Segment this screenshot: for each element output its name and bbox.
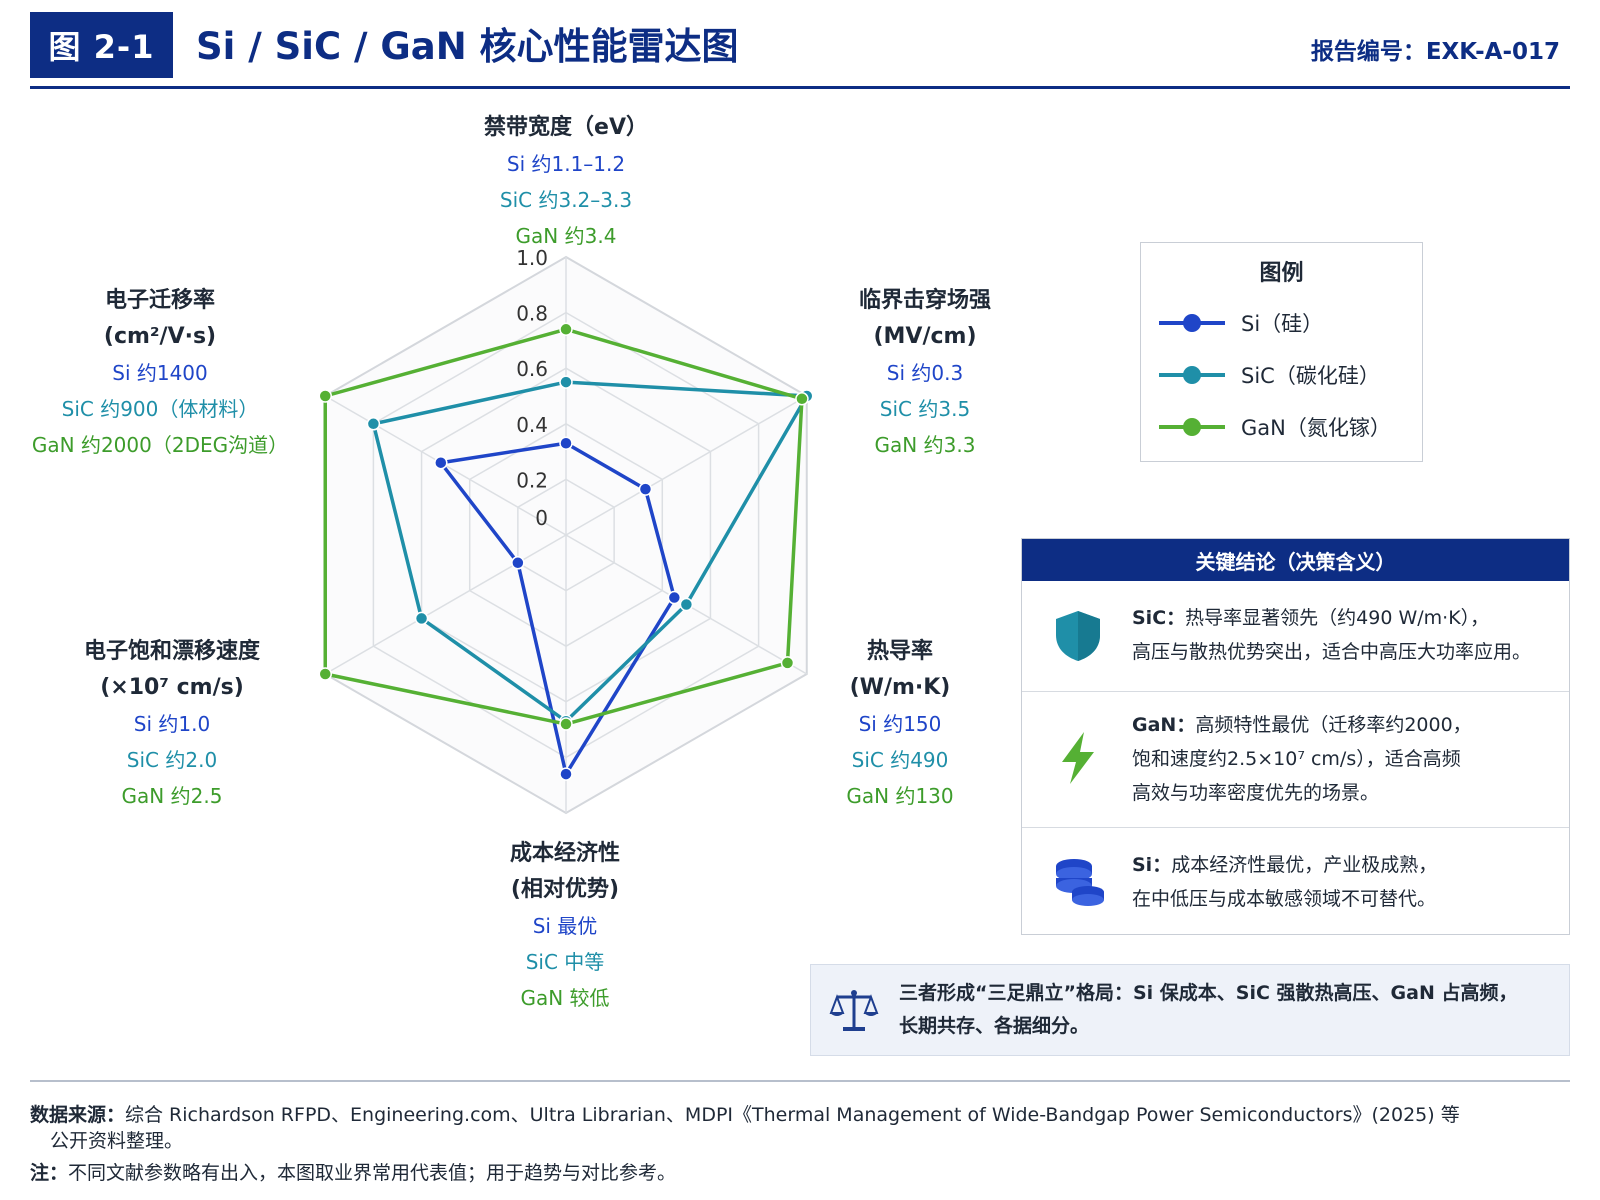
conclusion-text: GaN：高频特性最优（迁移率约2000， 饱和速度约2.5×10⁷ cm/s），… — [1132, 714, 1472, 804]
radial-tick-label: 0.4 — [516, 413, 548, 437]
series-point — [511, 556, 525, 570]
legend-swatch-gan — [1159, 417, 1225, 437]
header-divider — [30, 86, 1570, 89]
axis-value-gan: GaN 约3.4 — [515, 224, 617, 248]
axis-label-bandgap: 禁带宽度（eV） Si 约1.1–1.2 SiC 约3.2–3.3 GaN 约3… — [484, 110, 648, 254]
page-title: Si / SiC / GaN 核心性能雷达图 — [196, 25, 739, 68]
radar-spoke — [324, 534, 567, 675]
radar-ticks: 0 0.2 0.4 0.6 0.8 1.0 — [516, 246, 548, 530]
series-point — [366, 417, 381, 431]
axis-value-gan: GaN 较低 — [520, 986, 610, 1010]
axis-value-si: Si 约0.3 — [886, 361, 964, 385]
data-source-cont: 公开资料整理。 — [50, 1130, 184, 1152]
legend-swatch-si — [1159, 313, 1225, 333]
series-point — [414, 611, 429, 626]
conclusion-gan: GaN：高频特性最优（迁移率约2000， 饱和速度约2.5×10⁷ cm/s），… — [1022, 691, 1569, 827]
summary-box: 三者形成“三足鼎立”格局：Si 保成本、SiC 强散热高压、GaN 占高频， 长… — [810, 964, 1570, 1056]
series-point — [638, 482, 653, 496]
shield-icon — [1056, 611, 1100, 661]
radar-chart: 0 0.2 0.4 0.6 0.8 1.0 — [318, 246, 814, 815]
report-number: 报告编号：EXK-A-017 — [1310, 39, 1560, 65]
series-point — [559, 322, 573, 337]
legend-label: SiC（碳化硅） — [1241, 364, 1380, 388]
axis-label-thermal-conductivity: 热导率 (W/m·K) Si 约150 SiC 约490 GaN 约130 — [846, 634, 953, 814]
axis-unit: (MV/cm) — [873, 324, 977, 349]
figure-label: 图 2-1 — [30, 12, 173, 78]
series-point — [679, 597, 694, 612]
data-source: 数据来源：综合 Richardson RFPD、Engineering.com、… — [30, 1104, 1460, 1126]
legend-swatch-sic — [1159, 365, 1225, 385]
series-point — [667, 590, 682, 605]
radar-series — [318, 322, 814, 781]
series-point — [795, 392, 809, 406]
legend-item-sic: SiC（碳化硅） — [1159, 360, 1380, 390]
radial-tick-label: 0.8 — [516, 302, 548, 326]
series-point — [434, 455, 448, 470]
axis-title: 成本经济性 — [509, 841, 621, 866]
axis-value-sic: SiC 中等 — [525, 950, 605, 974]
radial-tick-label: 0 — [535, 506, 548, 530]
axis-label-saturation-velocity: 电子饱和漂移速度 (×10⁷ cm/s) Si 约1.0 SiC 约2.0 Ga… — [84, 634, 260, 814]
axis-unit: (×10⁷ cm/s) — [100, 675, 244, 700]
legend-item-si: Si（硅） — [1159, 308, 1323, 338]
axis-value-sic: SiC 约3.5 — [879, 397, 971, 421]
axis-value-si: Si 约1.1–1.2 — [506, 152, 626, 176]
legend-title: 图例 — [1259, 261, 1304, 286]
axis-value-sic: SiC 约900（体材料） — [61, 397, 259, 421]
radial-tick-label: 0.2 — [516, 468, 548, 492]
legend-item-gan: GaN（氮化镓） — [1159, 412, 1391, 442]
axis-value-sic: SiC 约2.0 — [126, 748, 218, 772]
series-point — [780, 656, 795, 670]
series-point — [559, 767, 573, 781]
balance-scale-icon — [829, 990, 879, 1031]
legend-label: GaN（氮化镓） — [1241, 416, 1391, 440]
axis-unit: (cm²/V·s) — [103, 324, 217, 349]
radial-tick-label: 1.0 — [516, 246, 548, 270]
axis-value-gan: GaN 约2000（2DEG沟道） — [31, 433, 289, 457]
series-point — [559, 717, 573, 731]
series-point — [559, 375, 573, 389]
lightning-icon — [1062, 732, 1094, 784]
series-si — [434, 436, 682, 781]
axis-title: 临界击穿场强 — [858, 288, 992, 313]
conclusion-si: Si：成本经济性最优，产业极成熟， 在中低压与成本敏感领域不可替代。 — [1022, 827, 1569, 934]
axis-title: 电子饱和漂移速度 — [83, 639, 261, 664]
series-point — [559, 436, 573, 451]
axis-value-si: Si 约1400 — [112, 361, 208, 385]
axis-label-breakdown-field: 临界击穿场强 (MV/cm) Si 约0.3 SiC 约3.5 GaN 约3.3 — [859, 283, 991, 463]
axis-value-sic: SiC 约490 — [851, 748, 949, 772]
legend-label: Si（硅） — [1241, 312, 1324, 336]
axis-value-sic: SiC 约3.2–3.3 — [499, 188, 633, 212]
axis-title: 电子迁移率 — [104, 288, 216, 313]
axis-value-gan: GaN 约130 — [846, 784, 954, 808]
footnote: 注：不同文献参数略有出入，本图取业界常用代表值；用于趋势与对比参考。 — [30, 1162, 677, 1184]
axis-value-gan: GaN 约2.5 — [121, 784, 223, 808]
series-point — [318, 389, 332, 403]
radial-tick-label: 0.6 — [516, 357, 548, 381]
footer-divider — [30, 1080, 1570, 1082]
coins-stack-icon — [1056, 859, 1104, 906]
axis-unit: (相对优势) — [510, 877, 620, 902]
axis-title: 禁带宽度（eV） — [484, 115, 648, 140]
conclusions-title: 关键结论（决策含义） — [1022, 539, 1569, 581]
axis-value-gan: GaN 约3.3 — [874, 433, 976, 457]
axis-title: 热导率 — [866, 639, 933, 664]
summary-text: 三者形成“三足鼎立”格局：Si 保成本、SiC 强散热高压、GaN 占高频， 长… — [899, 982, 1518, 1037]
axis-label-electron-mobility: 电子迁移率 (cm²/V·s) Si 约1400 SiC 约900（体材料） G… — [32, 283, 288, 463]
axis-value-si: Si 约150 — [858, 712, 942, 736]
axis-label-cost: 成本经济性 (相对优势) Si 最优 SiC 中等 GaN 较低 — [510, 836, 620, 1016]
series-point — [318, 667, 332, 681]
conclusion-text: Si：成本经济性最优，产业极成熟， 在中低压与成本敏感领域不可替代。 — [1132, 854, 1438, 910]
axis-unit: (W/m·K) — [849, 675, 951, 700]
chart-legend: 图例 Si（硅） SiC（碳化硅） GaN（氮化镓） — [1140, 242, 1423, 462]
series-gan — [318, 322, 809, 731]
axis-value-si: Si 约1.0 — [133, 712, 211, 736]
radar-spoke — [565, 395, 808, 536]
conclusion-text: SiC：热导率显著领先（约490 W/m·K）， 高压与散热优势突出，适合中高压… — [1132, 607, 1532, 663]
conclusion-sic: SiC：热导率显著领先（约490 W/m·K）， 高压与散热优势突出，适合中高压… — [1022, 581, 1569, 691]
conclusions-panel: 关键结论（决策含义） SiC：热导率显著领先（约490 W/m·K）， 高压与散… — [1021, 538, 1570, 935]
axis-value-si: Si 最优 — [532, 914, 598, 938]
